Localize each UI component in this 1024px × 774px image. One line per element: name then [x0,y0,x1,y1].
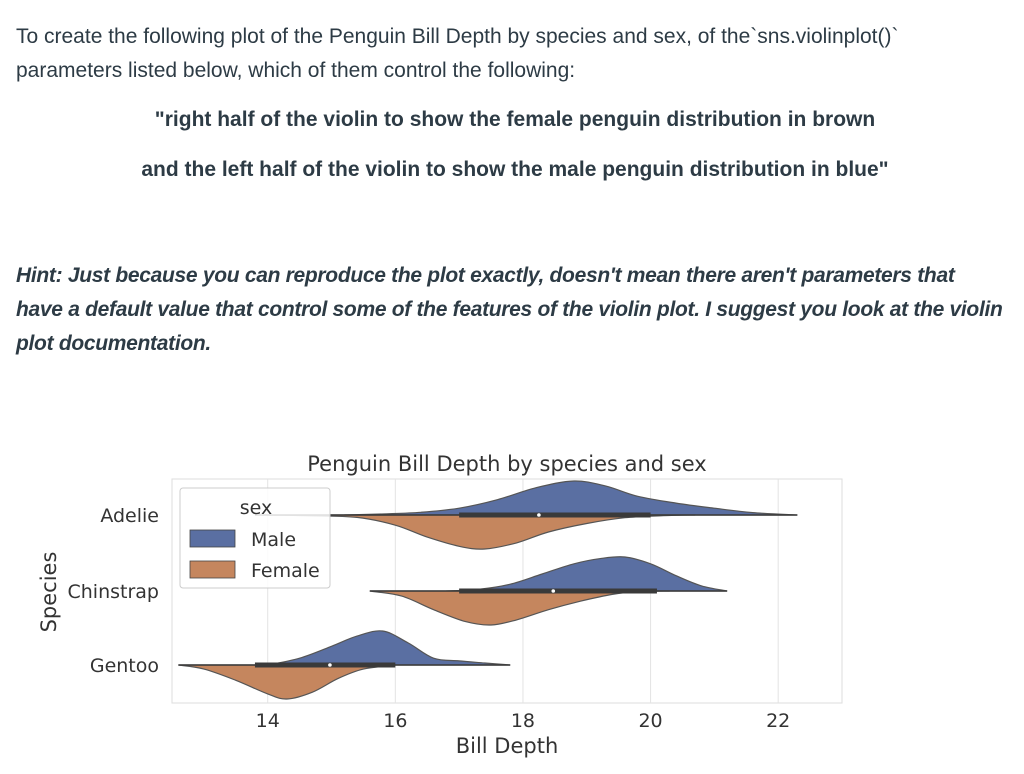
hint-text: Hint: Just because you can reproduce the… [16,264,1003,355]
y-tick-label: Chinstrap [68,581,160,603]
violin-gentoo-male [267,630,511,666]
violin-adelie-male [344,480,798,516]
x-tick-label: 16 [383,710,407,732]
y-tick-label: Gentoo [90,655,159,677]
violin-adelie-female [254,514,696,550]
legend-label-male: Male [251,529,296,551]
y-axis-label: Species [37,552,61,633]
violins [178,480,798,700]
quote-line-1: "right half of the violin to show the fe… [154,108,876,131]
violin-gentoo-female [178,664,396,700]
x-tick-label: 14 [256,710,280,732]
violin-chinstrap-male [446,556,728,592]
median-dot [328,663,332,667]
legend-label-female: Female [251,560,320,582]
legend: sex Male Female [179,487,331,589]
median-dot [537,513,541,517]
x-tick-label: 22 [766,710,790,732]
legend-swatch-female [189,560,236,579]
quote-line-2: and the left half of the violin to show … [141,158,889,181]
x-tick-label: 18 [511,710,535,732]
question-intro: To create the following plot of the Peng… [16,25,899,82]
legend-title: sex [240,497,273,519]
legend-swatch-male [189,529,236,548]
x-tick-label: 20 [638,710,662,732]
chart-title: Penguin Bill Depth by species and sex [307,452,706,476]
y-tick-labels: Adelie Chinstrap Gentoo [68,505,160,677]
y-tick-label: Adelie [100,505,159,527]
x-axis-label: Bill Depth [456,734,559,758]
median-dot [551,589,556,593]
x-tick-labels: 14 16 18 20 22 [256,710,791,732]
